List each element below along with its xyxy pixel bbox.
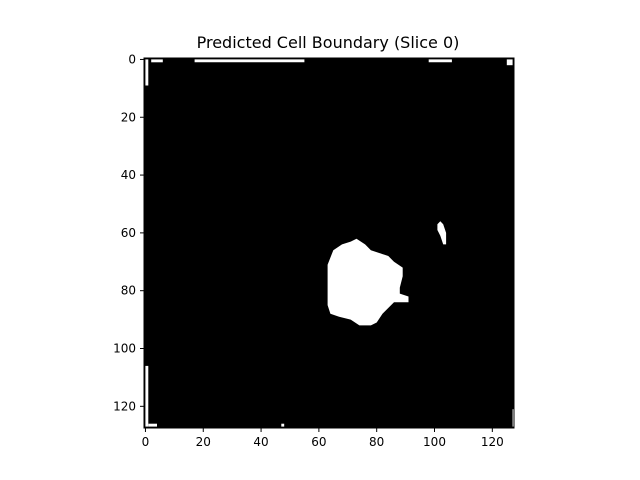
axes-frame	[143, 57, 515, 429]
region-main-blob	[327, 238, 409, 326]
y-tick-label: 60	[121, 226, 136, 240]
y-tick-label: 80	[121, 284, 136, 298]
region-edge-bottom-1	[148, 423, 157, 427]
region-edge-top-2	[194, 59, 305, 63]
x-tick-label: 120	[481, 435, 504, 449]
x-tick-label: 0	[142, 435, 150, 449]
image-background	[144, 58, 514, 428]
region-small-blob	[437, 221, 447, 245]
y-tick-label: 100	[113, 342, 136, 356]
x-tick-label: 60	[311, 435, 326, 449]
x-tick-label: 20	[196, 435, 211, 449]
region-edge-bottom-2	[281, 423, 285, 427]
y-tick-label: 0	[128, 52, 136, 66]
y-tick-label: 20	[121, 110, 136, 124]
chart-title: Predicted Cell Boundary (Slice 0)	[197, 33, 460, 52]
region-edge-top-1	[151, 59, 163, 63]
x-axis: 0 20 40 60 80 100 120	[142, 428, 504, 449]
plot-area	[143, 57, 515, 429]
y-tick-label: 40	[121, 168, 136, 182]
x-tick-label: 40	[253, 435, 268, 449]
region-edge-left-bottom	[145, 365, 149, 427]
region-edge-left-top	[145, 59, 149, 86]
y-tick-label: 120	[113, 399, 136, 413]
region-edge-top-right	[506, 59, 513, 66]
x-tick-label: 100	[423, 435, 446, 449]
y-axis: 0 20 40 60 80 100 120	[113, 52, 144, 413]
region-edge-top-3	[428, 59, 452, 63]
x-tick-label: 80	[369, 435, 384, 449]
